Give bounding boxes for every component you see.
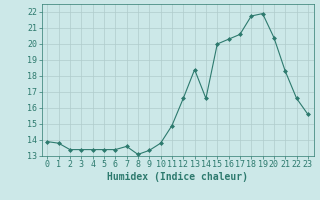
X-axis label: Humidex (Indice chaleur): Humidex (Indice chaleur) [107, 172, 248, 182]
